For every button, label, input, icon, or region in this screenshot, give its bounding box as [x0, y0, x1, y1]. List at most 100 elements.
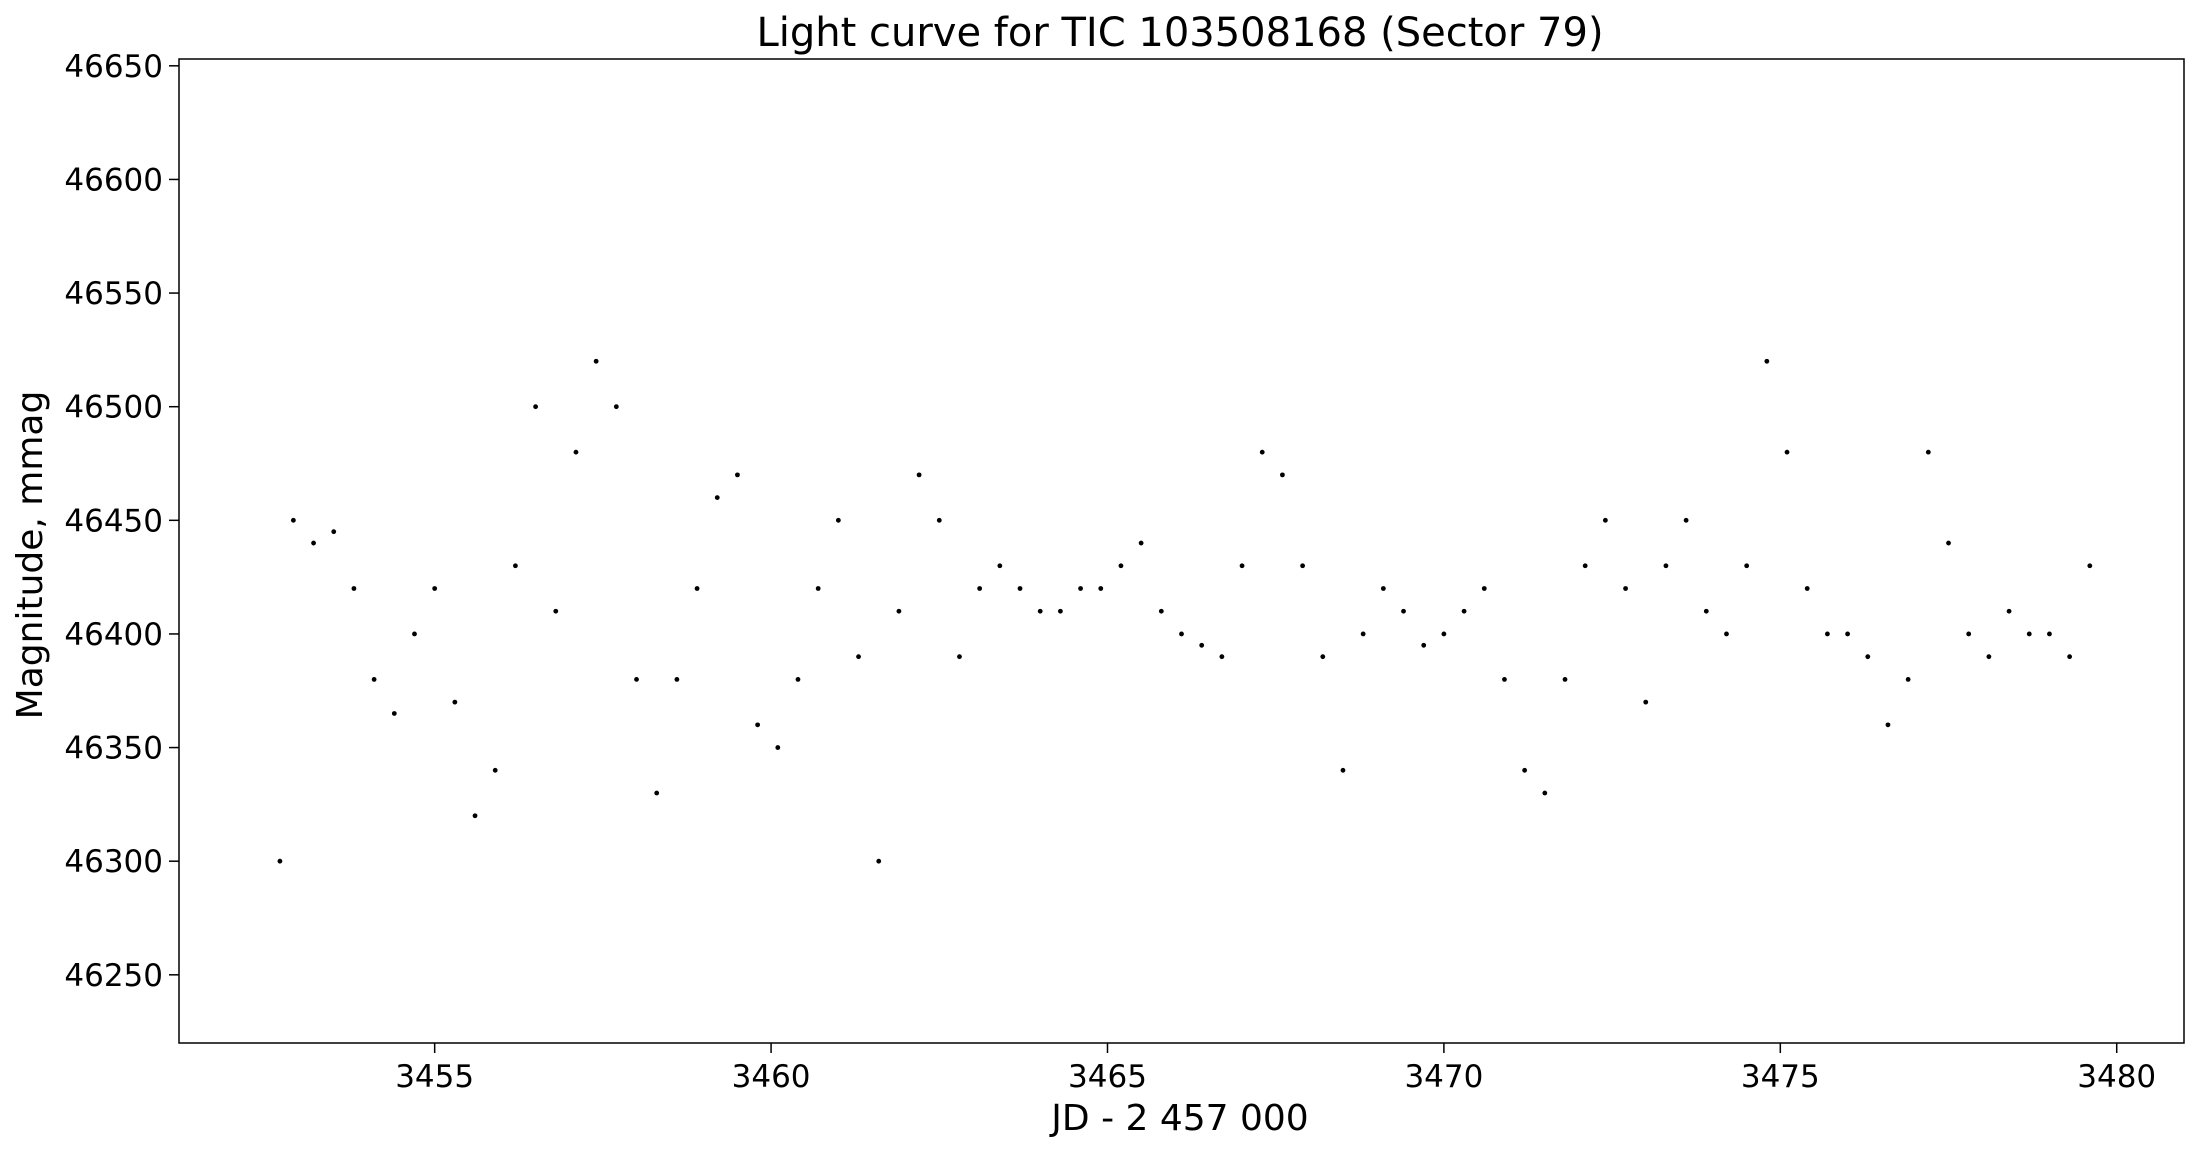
data-point: [2026, 631, 2032, 637]
data-point: [1360, 631, 1366, 637]
data-point: [1401, 608, 1406, 614]
data-point: [1179, 631, 1184, 637]
data-point: [1017, 586, 1023, 591]
data-point: [1925, 449, 1931, 455]
data-point: [755, 722, 761, 728]
data-point: [472, 813, 478, 819]
x-axis-ticks: 3455 3460 3465 3470 3475 3480: [395, 1043, 2156, 1095]
data-point: [452, 699, 458, 705]
data-point: [1421, 642, 1427, 648]
data-point: [1199, 642, 1205, 648]
plot-frame: [178, 58, 2185, 1044]
y-tick-label: 46450: [64, 503, 163, 539]
data-point: [1744, 563, 1750, 569]
data-point: [997, 563, 1003, 569]
data-point: [815, 586, 821, 591]
y-tick-label: 46400: [64, 617, 163, 653]
data-point: [876, 858, 882, 864]
data-point: [1057, 608, 1063, 614]
data-point: [290, 517, 296, 523]
data-point: [1158, 608, 1164, 614]
chart-title: Light curve for TIC 103508168 (Sector 79…: [756, 10, 1603, 56]
data-point: [795, 676, 801, 682]
data-points: [277, 358, 2093, 864]
data-point: [1986, 654, 1992, 660]
data-point: [856, 654, 861, 660]
data-point: [593, 358, 599, 364]
data-point: [654, 790, 660, 796]
data-point: [371, 676, 377, 682]
data-point: [1522, 767, 1528, 773]
data-point: [1905, 676, 1911, 682]
data-point: [1724, 631, 1729, 637]
data-point: [1703, 608, 1709, 614]
data-point: [674, 676, 680, 682]
data-point: [311, 540, 316, 546]
data-point: [916, 472, 922, 478]
data-point: [1300, 563, 1306, 569]
y-tick-label: 46600: [64, 162, 163, 198]
data-point: [1845, 631, 1850, 637]
x-tick-label: 3480: [2077, 1059, 2156, 1095]
data-point: [1683, 517, 1689, 523]
x-tick-label: 3465: [1068, 1059, 1147, 1095]
data-point: [1623, 586, 1628, 591]
data-point: [1865, 654, 1871, 660]
data-point: [694, 586, 700, 591]
data-point: [1098, 586, 1104, 591]
data-point: [1562, 676, 1568, 682]
data-point: [1502, 676, 1507, 682]
y-tick-label: 46650: [64, 49, 163, 85]
data-point: [1280, 472, 1285, 478]
data-point: [735, 472, 740, 478]
x-tick-label: 3475: [1741, 1059, 1820, 1095]
data-point: [2087, 563, 2093, 569]
data-point: [2006, 608, 2012, 614]
data-point: [1461, 608, 1467, 614]
data-point: [1804, 586, 1810, 591]
data-point: [613, 404, 619, 410]
x-tick-label: 3460: [732, 1059, 811, 1095]
x-axis-label: JD - 2 457 000: [1049, 1098, 1308, 1139]
data-point: [1542, 790, 1548, 796]
data-point: [1946, 540, 1951, 546]
data-point: [1320, 654, 1326, 660]
data-point: [432, 586, 438, 591]
data-point: [351, 586, 357, 591]
y-tick-label: 46250: [64, 958, 163, 994]
y-axis-label: Magnitude, mmag: [10, 391, 51, 720]
data-point: [957, 654, 962, 660]
data-point: [1602, 517, 1608, 523]
data-point: [1118, 563, 1124, 569]
data-point: [391, 711, 397, 716]
data-point: [1037, 608, 1043, 614]
x-tick-label: 3470: [1404, 1059, 1483, 1095]
data-point: [634, 676, 639, 682]
data-point: [835, 517, 841, 523]
data-point: [1764, 358, 1770, 364]
data-point: [1138, 540, 1144, 546]
data-point: [492, 767, 498, 773]
data-point: [1784, 449, 1790, 455]
data-point: [573, 449, 579, 455]
x-tick-label: 3455: [395, 1059, 474, 1095]
data-point: [2047, 631, 2052, 637]
data-point: [331, 529, 337, 535]
data-point: [1259, 449, 1265, 455]
data-point: [1582, 563, 1588, 569]
data-point: [2067, 654, 2073, 660]
data-point: [896, 608, 902, 614]
y-tick-label: 46500: [64, 390, 163, 426]
data-point: [977, 586, 983, 591]
y-tick-label: 46300: [64, 844, 163, 880]
data-point: [1239, 563, 1245, 569]
data-point: [1380, 586, 1386, 591]
data-point: [1663, 563, 1669, 569]
data-point: [775, 745, 781, 750]
data-point: [533, 404, 538, 410]
y-tick-label: 46550: [64, 276, 163, 312]
data-point: [1340, 767, 1346, 773]
y-axis-ticks: 46250 46300 46350 46400 46450 46500 46550 46600…: [64, 49, 179, 994]
data-point: [553, 608, 559, 614]
